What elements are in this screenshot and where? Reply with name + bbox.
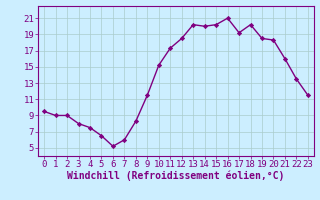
X-axis label: Windchill (Refroidissement éolien,°C): Windchill (Refroidissement éolien,°C) [67, 171, 285, 181]
